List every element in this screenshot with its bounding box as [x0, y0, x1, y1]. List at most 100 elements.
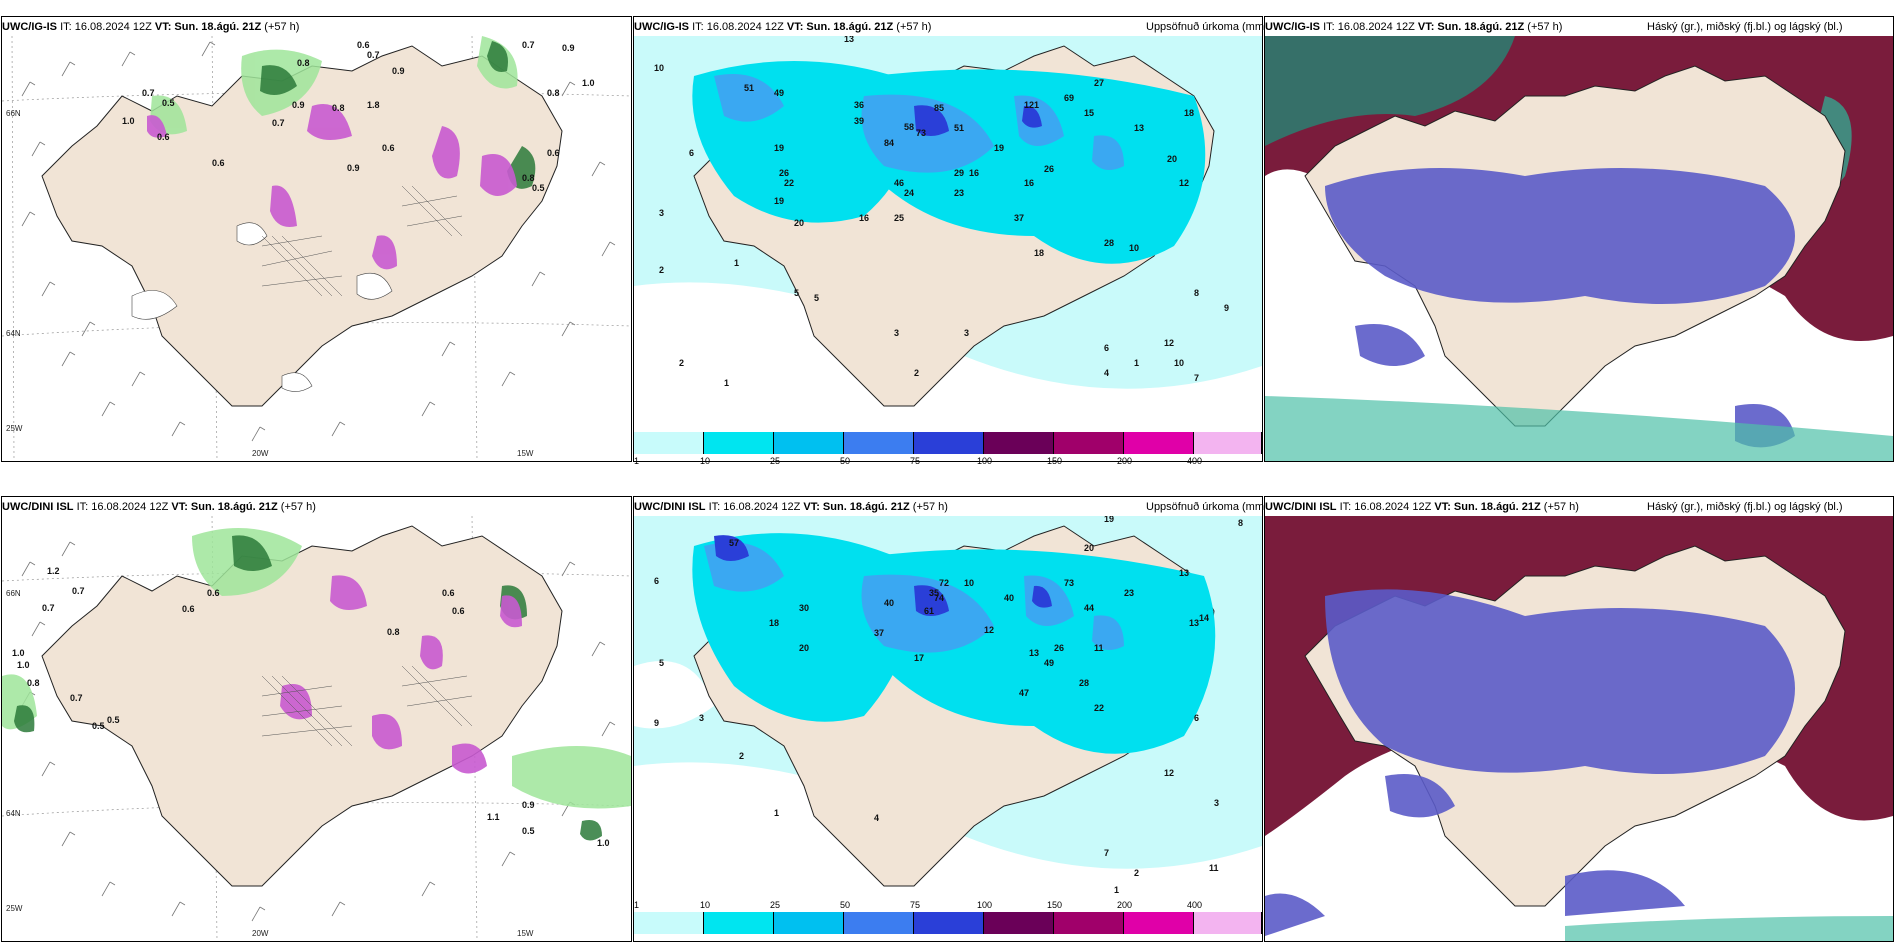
valid-time: VT: Sun. 18.ágú. 21Z [803, 501, 910, 513]
svg-text:0.9: 0.9 [347, 163, 360, 173]
precip-labels: 13 10 51 49 36 39 58 73 85 51 121 69 27 … [654, 36, 1229, 388]
svg-text:4: 4 [874, 813, 879, 823]
colorbar-cell [844, 432, 914, 454]
svg-text:85: 85 [934, 103, 944, 113]
valid-time: VT: Sun. 18.ágú. 21Z [171, 501, 278, 513]
svg-text:26: 26 [1044, 164, 1054, 174]
svg-text:1.0: 1.0 [17, 660, 30, 670]
lead-time: (+57 h) [264, 21, 300, 33]
svg-text:20: 20 [799, 643, 809, 653]
svg-text:6: 6 [1194, 713, 1199, 723]
svg-text:121: 121 [1024, 100, 1039, 110]
panel-ig-wind-header: UWC/IG-IS IT: 16.08.2024 12Z VT: Sun. 18… [2, 18, 299, 36]
svg-text:0.6: 0.6 [212, 158, 225, 168]
svg-text:3: 3 [699, 713, 704, 723]
svg-text:22: 22 [784, 178, 794, 188]
colorbar-tick: 1 [634, 900, 640, 910]
svg-text:19: 19 [774, 143, 784, 153]
svg-text:16: 16 [1024, 178, 1034, 188]
colorbar-cell [1124, 912, 1194, 934]
svg-text:58: 58 [904, 122, 914, 132]
svg-text:66N: 66N [6, 109, 21, 118]
svg-text:15: 15 [1084, 108, 1094, 118]
svg-text:16: 16 [969, 168, 979, 178]
svg-text:15W: 15W [517, 929, 534, 938]
svg-text:40: 40 [884, 598, 894, 608]
colorbar-tick: 75 [910, 456, 921, 466]
svg-text:0.6: 0.6 [182, 604, 195, 614]
svg-text:3: 3 [964, 328, 969, 338]
map-ig-cloud [1265, 36, 1893, 461]
lead-time: (+57 h) [912, 501, 948, 513]
svg-text:12: 12 [1179, 178, 1189, 188]
colorbar-tick: 10 [700, 900, 711, 910]
svg-text:0.6: 0.6 [157, 132, 170, 142]
svg-text:10: 10 [1129, 243, 1139, 253]
svg-text:27: 27 [1094, 78, 1104, 88]
svg-text:64N: 64N [6, 809, 21, 818]
panel-dini-wind-header: UWC/DINI ISL IT: 16.08.2024 12Z VT: Sun.… [2, 498, 316, 516]
svg-text:9: 9 [654, 718, 659, 728]
svg-text:1.0: 1.0 [12, 648, 25, 658]
svg-text:1: 1 [774, 808, 779, 818]
colorbar-cell [914, 432, 984, 454]
svg-text:2: 2 [1134, 868, 1139, 878]
svg-text:47: 47 [1019, 688, 1029, 698]
svg-text:22: 22 [1094, 703, 1104, 713]
svg-text:20W: 20W [252, 449, 269, 458]
svg-text:8: 8 [1194, 288, 1199, 298]
lead-time: (+57 h) [1543, 501, 1579, 513]
svg-text:10: 10 [964, 578, 974, 588]
svg-text:9: 9 [1224, 303, 1229, 313]
svg-text:14: 14 [1199, 613, 1209, 623]
svg-text:61: 61 [924, 606, 934, 616]
init-time: IT: 16.08.2024 12Z [692, 21, 784, 33]
svg-text:36: 36 [854, 100, 864, 110]
colorbar-cell [1124, 432, 1194, 454]
model-name: UWC/IG-IS [1265, 21, 1320, 33]
svg-text:0.8: 0.8 [297, 58, 310, 68]
svg-text:1.8: 1.8 [367, 100, 380, 110]
colorbar-tick: 400 [1187, 900, 1203, 910]
hatching [261, 185, 463, 297]
svg-text:1.1: 1.1 [487, 812, 500, 822]
panel-dini-precip-header: UWC/DINI ISL IT: 16.08.2024 12Z VT: Sun.… [634, 498, 948, 516]
svg-text:13: 13 [1179, 568, 1189, 578]
panel-dini-cloud-header: UWC/DINI ISL IT: 16.08.2024 12Z VT: Sun.… [1265, 498, 1579, 516]
svg-text:6: 6 [654, 576, 659, 586]
svg-text:10: 10 [654, 63, 664, 73]
panel-dini-precip-title: Uppsöfnuð úrkoma (mm) [1146, 501, 1268, 513]
svg-text:28: 28 [1104, 238, 1114, 248]
colorbar-cell [634, 912, 704, 934]
svg-text:0.7: 0.7 [272, 118, 285, 128]
svg-text:0.9: 0.9 [392, 66, 405, 76]
svg-text:0.5: 0.5 [107, 715, 120, 725]
svg-text:51: 51 [744, 83, 754, 93]
svg-text:15W: 15W [517, 449, 534, 458]
svg-text:66N: 66N [6, 589, 21, 598]
colorbar-ig: 1 10 25 50 75 100 150 200 400 [634, 432, 1262, 466]
svg-text:1.2: 1.2 [47, 566, 60, 576]
svg-text:0.5: 0.5 [522, 826, 535, 836]
svg-text:5: 5 [794, 288, 799, 298]
init-time: IT: 16.08.2024 12Z [60, 21, 152, 33]
colorbar-tick: 200 [1117, 900, 1133, 910]
svg-text:1: 1 [734, 258, 739, 268]
snow-patches [131, 222, 393, 392]
svg-text:10: 10 [1174, 358, 1184, 368]
svg-text:84: 84 [884, 138, 894, 148]
svg-text:2: 2 [679, 358, 684, 368]
colorbar-tick: 150 [1047, 456, 1063, 466]
map-dini-wind: 1.2 0.7 1.0 0.6 0.8 1.0 0.7 0.5 0.6 0.8 … [2, 516, 631, 941]
colorbar-cell [984, 432, 1054, 454]
svg-text:20: 20 [1084, 543, 1094, 553]
svg-text:17: 17 [914, 653, 924, 663]
panel-ig-cloud-header: UWC/IG-IS IT: 16.08.2024 12Z VT: Sun. 18… [1265, 18, 1562, 36]
colorbar-cell [1194, 912, 1262, 934]
svg-text:37: 37 [874, 628, 884, 638]
lead-time: (+57 h) [896, 21, 932, 33]
precip-dark [914, 105, 1042, 136]
init-time: IT: 16.08.2024 12Z [76, 501, 169, 513]
svg-text:5: 5 [659, 658, 664, 668]
svg-text:2: 2 [914, 368, 919, 378]
